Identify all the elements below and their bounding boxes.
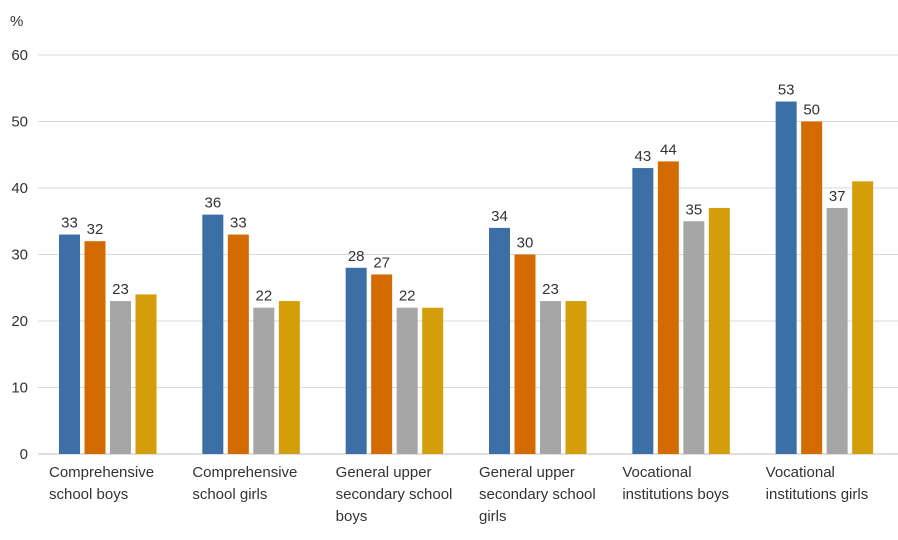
x-category-label: Vocational [622,464,691,481]
x-category-label: Comprehensive [192,464,297,481]
bar [135,294,157,454]
bar [422,307,444,454]
x-category-label: General upper [336,464,432,481]
data-labels: 33 32 23 36 33 22 28 27 22 34 30 23 43 44 35 53 50 37 [61,82,845,305]
data-label: 28 [348,248,365,265]
bar [202,214,224,454]
bar [632,168,654,455]
y-tick-label: 50 [11,114,28,131]
x-category-label: Comprehensive [49,464,154,481]
x-category-label: institutions boys [622,486,729,503]
bar [84,241,106,454]
bar [489,227,510,454]
data-label: 36 [204,195,221,212]
data-label: 34 [491,208,508,225]
bar [110,301,131,454]
bar [801,121,823,454]
y-tick-label: 30 [11,247,28,264]
y-tick-label: 0 [20,446,28,463]
bars [59,101,874,455]
bar [683,221,705,454]
x-category-label: girls [479,508,507,525]
bar [59,234,80,454]
x-category-label: boys [336,508,368,525]
bar [227,234,249,454]
x-category-label: Vocational [766,464,835,481]
x-category-label: school girls [192,486,267,503]
y-tick-label: 40 [11,180,28,197]
bar [278,301,300,454]
bar [657,161,679,454]
data-label: 27 [373,254,390,271]
y-tick-label: 10 [11,380,28,397]
gridlines [38,54,898,455]
bar [775,101,797,455]
data-label: 35 [685,201,702,218]
data-label: 53 [778,82,795,99]
bar [540,301,561,454]
y-axis-unit-label: % [10,13,23,30]
x-category-label: General upper [479,464,575,481]
data-label: 44 [660,141,677,158]
bar [371,274,393,454]
bar [345,267,367,454]
data-label: 23 [112,281,129,298]
x-category-label: secondary school [336,486,453,503]
data-label: 22 [255,288,272,305]
data-label: 22 [399,288,416,305]
x-axis-categories: Comprehensive school boys Comprehensive sch… [49,464,868,525]
x-category-label: school boys [49,486,128,503]
y-axis-ticks: 0 10 20 30 40 50 60 [11,47,28,463]
bar [852,181,874,454]
data-label: 43 [634,148,651,165]
bar [565,301,587,454]
data-label: 30 [517,235,534,252]
data-label: 23 [542,281,559,298]
data-label: 33 [61,215,78,232]
y-tick-label: 60 [11,47,28,64]
bar [396,307,418,454]
bar [708,207,730,454]
data-label: 32 [87,221,104,238]
y-tick-label: 20 [11,313,28,330]
bar [826,207,848,454]
x-category-label: secondary school [479,486,596,503]
bar [514,254,536,454]
x-category-label: institutions girls [766,486,869,503]
data-label: 37 [829,188,846,205]
data-label: 33 [230,215,247,232]
data-label: 50 [803,102,820,119]
bar [253,307,275,454]
